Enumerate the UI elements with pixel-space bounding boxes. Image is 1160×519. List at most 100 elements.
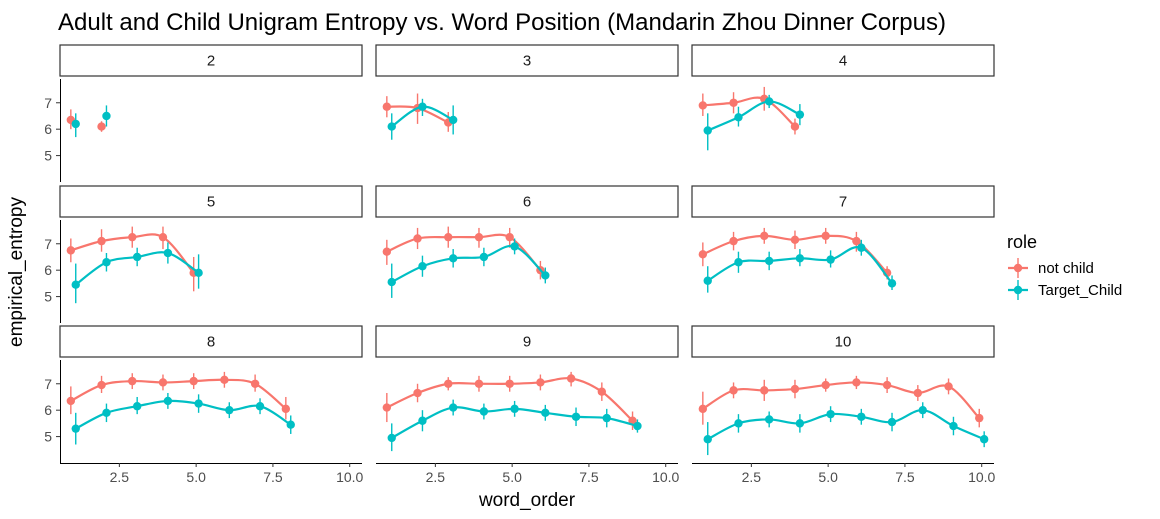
data-point: [132, 402, 142, 411]
data-point: [790, 122, 800, 131]
series-not-child: [66, 226, 198, 292]
data-point: [729, 236, 738, 246]
data-point: [225, 405, 234, 415]
facet-panel-4: 4: [691, 44, 995, 151]
data-point: [387, 122, 396, 131]
data-point: [887, 417, 897, 427]
series-line: [707, 100, 801, 132]
data-point: [536, 378, 545, 387]
data-point: [382, 403, 392, 412]
data-point: [474, 379, 484, 388]
data-point: [918, 405, 927, 415]
data-point: [132, 252, 142, 262]
data-point: [387, 277, 396, 287]
data-point: [760, 386, 769, 395]
data-point: [821, 231, 830, 241]
data-point: [628, 416, 637, 425]
x-tick-label: 10.0: [968, 469, 995, 485]
y-tick-label: 6: [44, 402, 52, 418]
data-point: [97, 122, 106, 131]
y-tick-label: 5: [44, 148, 52, 164]
x-tick-label: 2.5: [426, 469, 446, 485]
x-tick-label: 7.5: [579, 469, 599, 485]
y-axis-title: empirical_entropy: [6, 197, 27, 347]
data-point: [163, 248, 173, 258]
data-point: [97, 380, 106, 390]
data-point: [826, 255, 835, 264]
data-point: [479, 252, 489, 262]
data-point: [448, 115, 458, 125]
x-tick-label: 10.0: [652, 469, 679, 485]
x-tick-label: 5.0: [818, 469, 838, 485]
legend-key-point: [1013, 285, 1023, 295]
facet-strip-label: 5: [207, 194, 215, 211]
data-point: [250, 379, 260, 388]
y-tick-label: 6: [44, 262, 52, 278]
data-point: [66, 246, 76, 255]
data-point: [418, 416, 427, 425]
data-point: [764, 256, 774, 266]
facet-strip: [375, 325, 679, 358]
data-point: [102, 258, 111, 267]
y-tick-label: 5: [44, 429, 52, 445]
series-target-child: [387, 98, 458, 140]
data-point: [734, 419, 743, 428]
data-point: [97, 236, 106, 246]
data-point: [66, 396, 76, 406]
facet-strip-label: 3: [523, 53, 531, 70]
data-point: [413, 234, 422, 243]
x-tick-label: 2.5: [110, 469, 130, 485]
data-point: [448, 403, 458, 412]
data-point: [382, 102, 392, 111]
y-tick-label: 7: [44, 376, 52, 392]
data-point: [602, 413, 611, 423]
legend-entry: not child: [1008, 258, 1094, 278]
series-not-child: [382, 371, 637, 430]
data-point: [128, 232, 137, 242]
data-point: [382, 247, 392, 256]
data-point: [698, 404, 708, 414]
legend-entry: Target_Child: [1008, 280, 1122, 300]
data-point: [764, 415, 774, 424]
data-point: [281, 404, 291, 414]
x-tick-label: 2.5: [742, 469, 762, 485]
data-point: [541, 271, 550, 280]
data-point: [474, 232, 484, 242]
data-point: [795, 254, 805, 263]
data-point: [194, 268, 203, 278]
data-point: [413, 388, 422, 398]
series-line: [391, 244, 547, 284]
data-point: [128, 376, 137, 386]
x-tick-label: 5.0: [502, 469, 522, 485]
y-tick-label: 7: [44, 95, 52, 111]
data-point: [286, 420, 295, 429]
data-point: [852, 378, 861, 387]
series-not-child: [66, 371, 291, 420]
x-tick-label: 7.5: [263, 469, 283, 485]
data-point: [71, 424, 80, 433]
data-point: [71, 280, 80, 289]
facet-panel-7: 7: [691, 185, 995, 293]
facet-strip-label: 10: [835, 334, 852, 351]
data-point: [479, 407, 489, 416]
facet-panel-2: 2 5 6 7: [44, 44, 363, 182]
facet-strip: [375, 44, 679, 77]
facet-strip-label: 8: [207, 334, 215, 351]
series-target-child: [71, 242, 203, 304]
data-point: [102, 408, 111, 418]
series-not-child: [698, 227, 892, 280]
series-target-child: [387, 399, 642, 452]
facet-strip-label: 4: [839, 53, 847, 70]
chart-title: Adult and Child Unigram Entropy vs. Word…: [58, 9, 946, 36]
data-point: [633, 421, 642, 431]
series-target-child: [71, 393, 295, 445]
series-target-child: [387, 238, 550, 298]
facet-panel-10: 10 2.5 5.0 7.5 10.0: [691, 325, 996, 485]
data-point: [729, 386, 738, 395]
facet-strip: [59, 325, 363, 358]
y-tick-label: 5: [44, 289, 52, 305]
y-tick-label: 6: [44, 121, 52, 137]
data-point: [852, 236, 861, 246]
